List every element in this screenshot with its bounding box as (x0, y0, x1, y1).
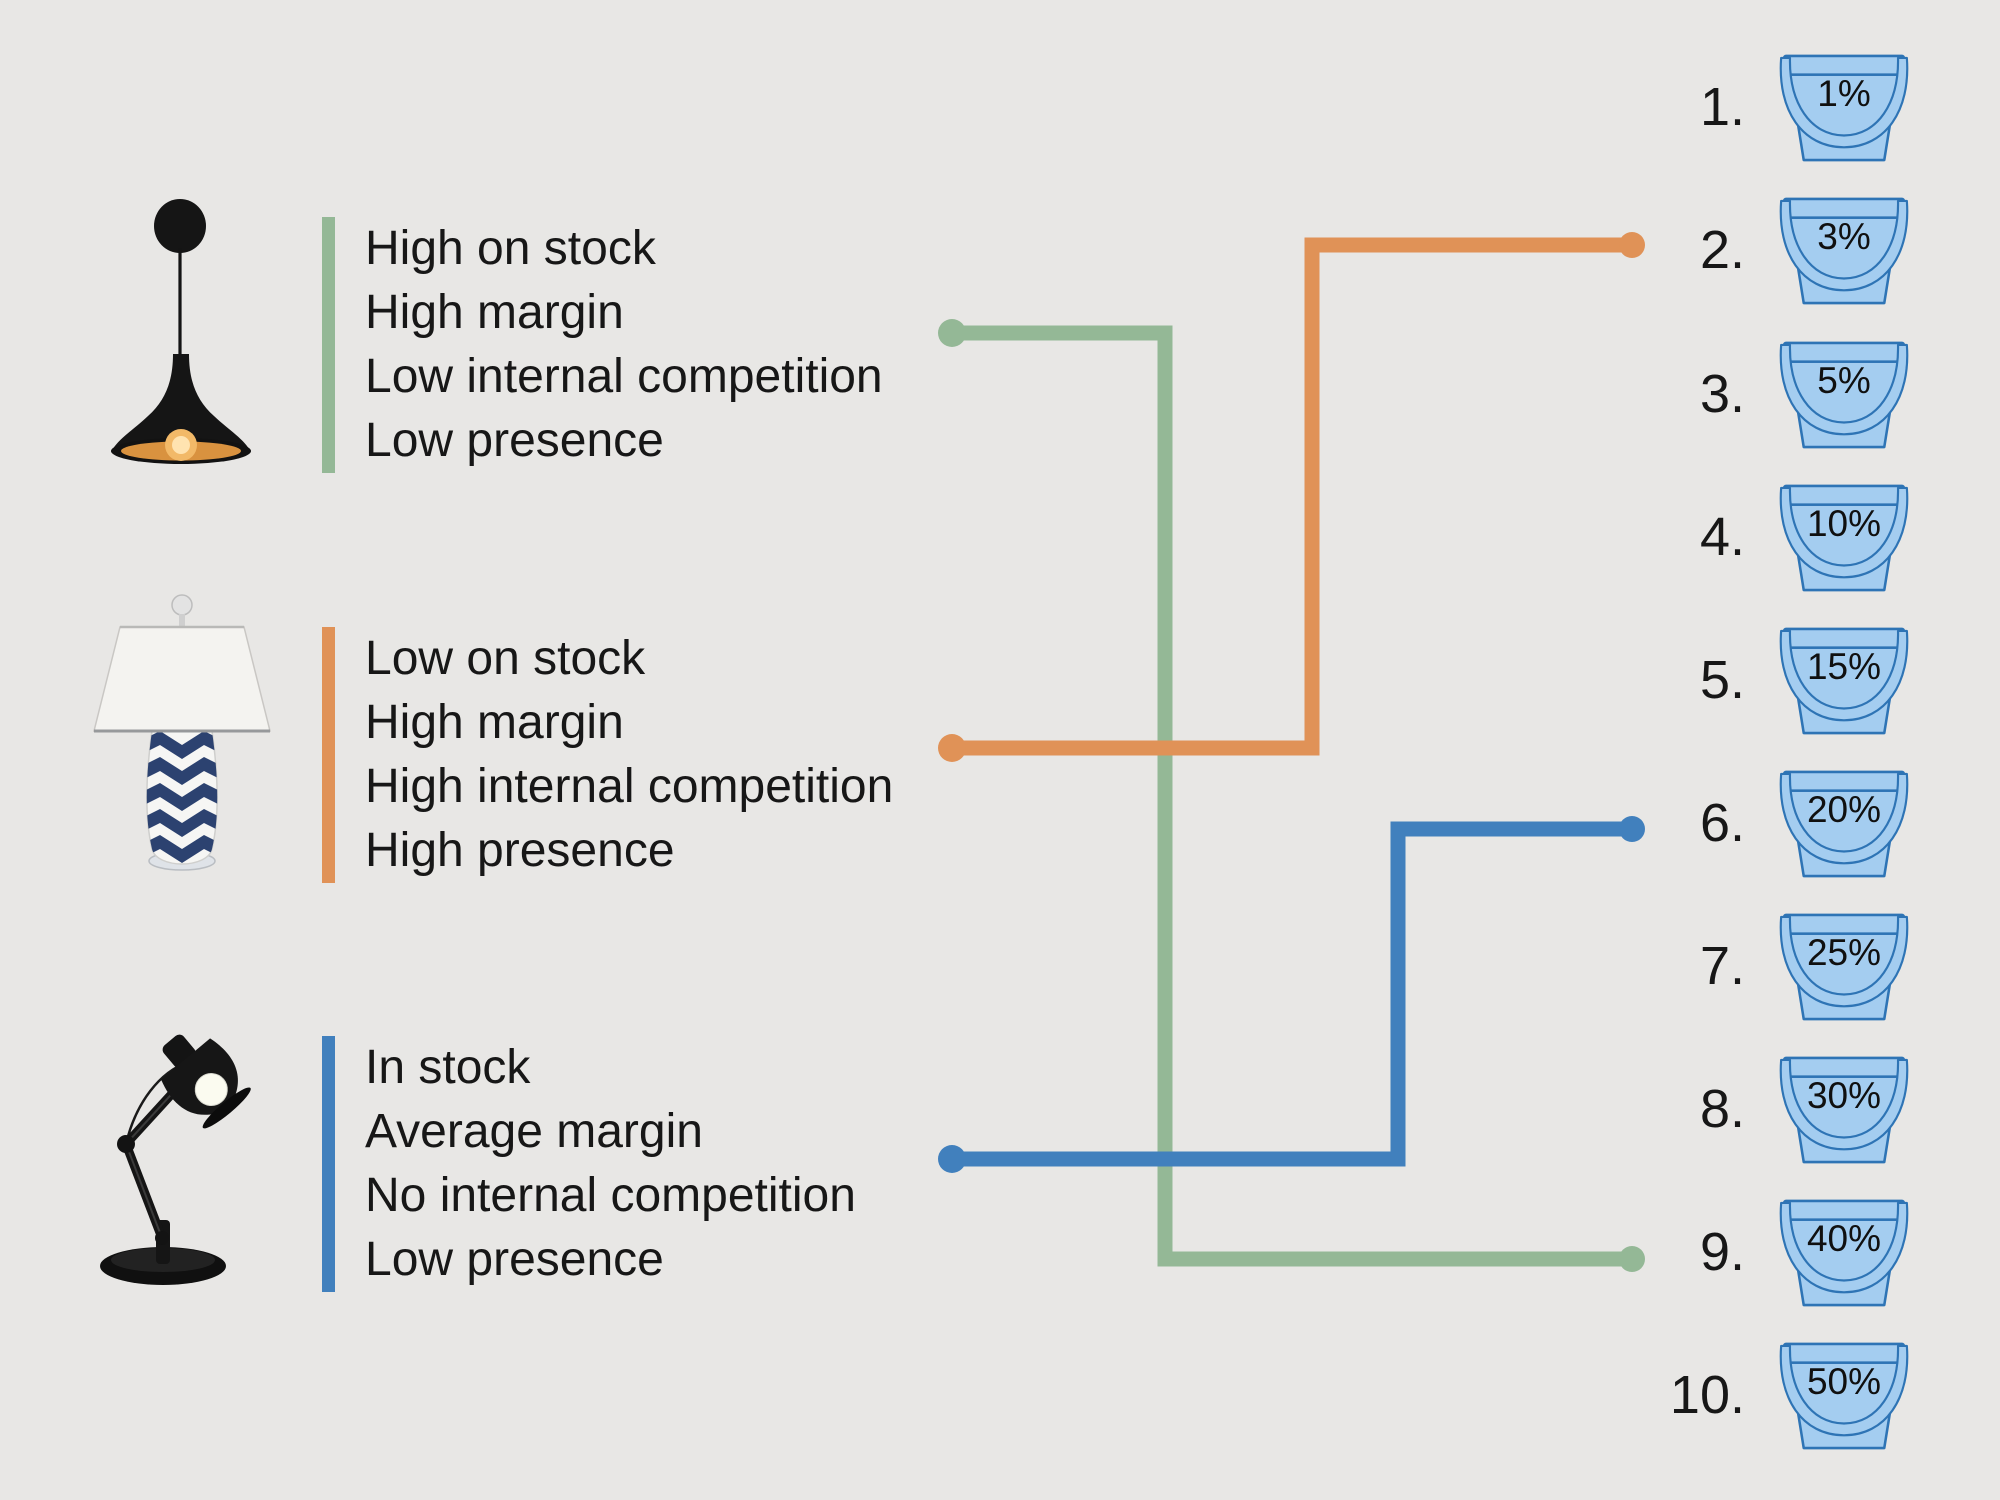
connector-desk-lamp-to-bucket-6 (938, 816, 1645, 1173)
attribute-line: High margin (365, 696, 624, 749)
bucket-icon: 20% (1775, 768, 1913, 878)
desk-lamp-drawing (100, 1034, 251, 1285)
attribute-line: Low presence (365, 414, 664, 467)
attribute-line: Low on stock (365, 632, 646, 685)
bucket-number: 7. (1699, 936, 1745, 996)
desk-lamp-image (40, 1000, 300, 1330)
connector-start-dot (938, 1145, 966, 1173)
bucket-icon: 50% (1775, 1340, 1913, 1450)
attribute-line: High on stock (365, 222, 656, 275)
bucket-icon: 25% (1775, 911, 1913, 1021)
accent-bar (322, 217, 335, 473)
bucket-percent-label: 15% (1806, 646, 1882, 687)
attribute-block-desk-lamp: In stock Average margin No internal comp… (322, 1036, 856, 1292)
bucket-row-3: 3. 5% (1615, 339, 1955, 449)
attribute-line: Low internal competition (365, 350, 883, 403)
bucket-icon: 3% (1775, 195, 1913, 305)
bucket-percent-label: 10% (1806, 503, 1882, 544)
bucket-icon: 30% (1775, 1054, 1913, 1164)
attribute-line: Low presence (365, 1233, 664, 1286)
bucket-row-6: 6. 20% (1615, 768, 1955, 878)
bucket-icon: 1% (1775, 52, 1913, 162)
bucket-row-10: 10. 50% (1615, 1340, 1955, 1450)
connector-table-lamp-to-bucket-2 (938, 232, 1645, 762)
attribute-block-table-lamp: Low on stock High margin High internal c… (322, 627, 893, 883)
bucket-number: 8. (1699, 1079, 1745, 1139)
bucket-number: 3. (1699, 364, 1745, 424)
connector-start-dot (938, 319, 966, 347)
bucket-row-1: 1. 1% (1615, 52, 1955, 162)
connector-end-dot (1619, 1246, 1645, 1272)
bucket-percent-label: 40% (1806, 1218, 1882, 1259)
bucket-icon: 40% (1775, 1197, 1913, 1307)
bucket-number: 2. (1699, 220, 1745, 280)
bucket-row-9: 9. 40% (1615, 1197, 1955, 1307)
accent-bar (322, 1036, 335, 1292)
bucket-number: 1. (1699, 77, 1745, 137)
bucket-number: 6. (1699, 793, 1745, 853)
table-lamp-drawing (93, 594, 271, 871)
attribute-line: High presence (365, 824, 675, 877)
bucket-icon: 5% (1775, 339, 1913, 449)
bucket-percent-label: 50% (1806, 1361, 1882, 1402)
attribute-line: High margin (365, 286, 624, 339)
bucket-number: 5. (1699, 650, 1745, 710)
bucket-percent-label: 5% (1817, 360, 1871, 401)
bucket-percent-label: 1% (1817, 73, 1871, 114)
table-lamp-image (72, 585, 292, 885)
bucket-number: 10. (1669, 1365, 1745, 1425)
bucket-percent-label: 20% (1806, 789, 1882, 830)
connector-end-dot (1619, 816, 1645, 842)
bucket-row-7: 7. 25% (1615, 911, 1955, 1021)
accent-bar (322, 627, 335, 883)
bucket-row-4: 4. 10% (1615, 482, 1955, 592)
attribute-line: In stock (365, 1041, 531, 1094)
pendant-lamp-image (90, 150, 290, 480)
bucket-row-8: 8. 30% (1615, 1054, 1955, 1164)
pendant-lamp-drawing (111, 199, 251, 464)
bucket-percent-label: 25% (1806, 932, 1882, 973)
bucket-row-2: 2. 3% (1615, 195, 1955, 305)
bucket-percent-label: 3% (1817, 216, 1871, 257)
attribute-line: High internal competition (365, 760, 894, 813)
bucket-icon: 15% (1775, 625, 1913, 735)
attribute-line: Average margin (365, 1105, 703, 1158)
bucket-number: 4. (1699, 507, 1745, 567)
attribute-block-pendant-lamp: High on stock High margin Low internal c… (322, 217, 883, 473)
connector-pendant-to-bucket-9 (938, 319, 1645, 1272)
bucket-number: 9. (1699, 1222, 1745, 1282)
bucket-percent-label: 30% (1806, 1075, 1882, 1116)
bucket-icon: 10% (1775, 482, 1913, 592)
bucket-row-5: 5. 15% (1615, 625, 1955, 735)
connector-start-dot (938, 734, 966, 762)
attribute-line: No internal competition (365, 1169, 856, 1222)
connector-end-dot (1619, 232, 1645, 258)
